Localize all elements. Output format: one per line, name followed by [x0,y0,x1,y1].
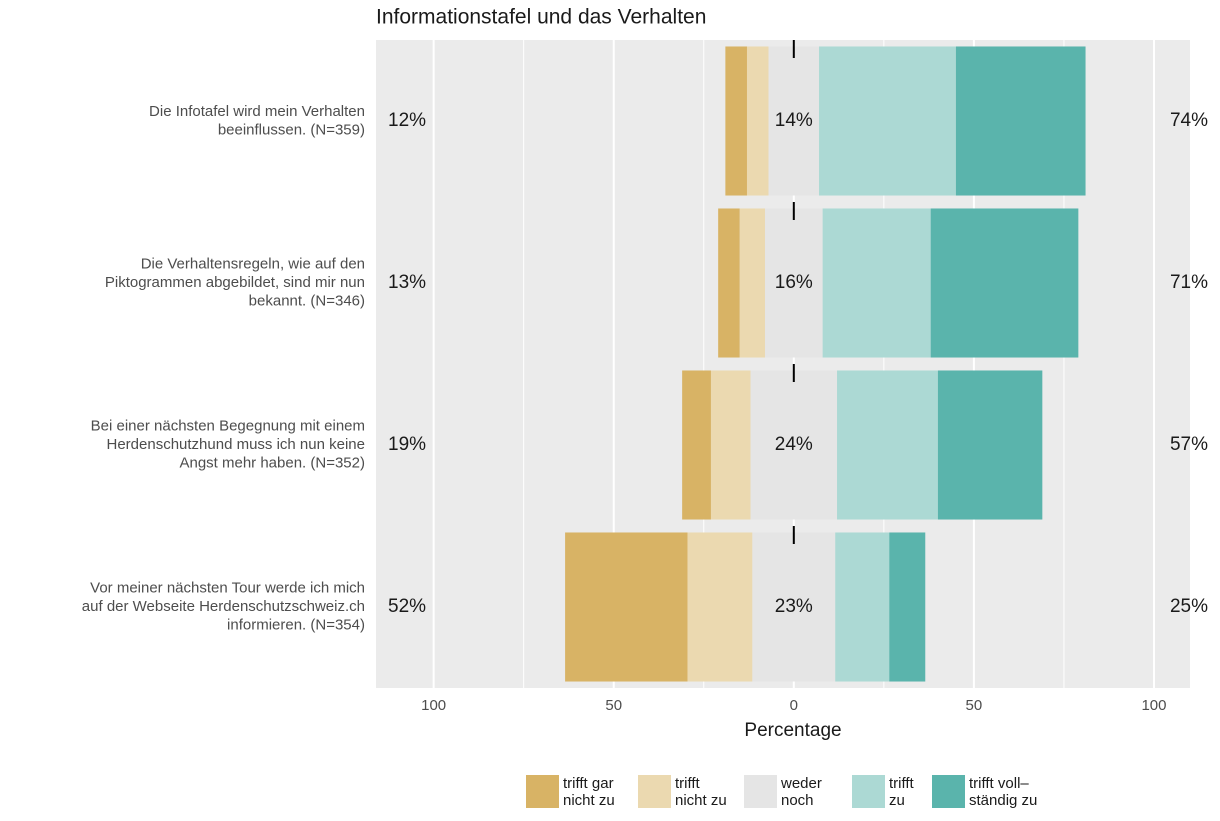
left-total-label: 19% [388,434,426,455]
bar-segment [718,208,740,358]
bar-segment [710,370,751,520]
legend-label: trifft voll– ständig zu [969,775,1037,809]
bar-segment [955,46,1086,196]
category-line: Die Verhaltensregeln, wie auf den [141,255,365,272]
bar-segment [739,208,765,358]
legend-swatch [526,775,559,808]
x-axis-label: Percentage [744,720,841,741]
bar-segment [565,532,688,682]
category-line: beeinflussen. (N=359) [218,121,365,138]
category-line: Angst mehr haben. (N=352) [179,454,365,471]
category-line: bekannt. (N=346) [249,292,365,309]
x-tick-label: 50 [966,697,983,714]
category-label: Die Infotafel wird mein Verhalten beeinfl… [149,103,365,139]
bar-segment [937,370,1043,520]
legend-label: trifft gar nicht zu [563,775,615,809]
bar-segment [682,370,711,520]
category-line: Bei einer nächsten Begegnung mit einem [91,417,365,434]
center-label: 23% [775,596,813,617]
category-line: Piktogrammen abgebildet, sind mir nun [105,274,365,291]
bar-segment [768,46,820,196]
chart-title: Informationstafel und das Verhalten [376,6,706,29]
left-total-label: 12% [388,110,426,131]
bar-segment [752,532,836,682]
right-total-label: 71% [1170,272,1208,293]
legend-label: weder noch [780,775,822,809]
bar-segment [746,46,769,196]
right-total-label: 57% [1170,434,1208,455]
category-label: Bei einer nächsten Begegnung mit einem He… [91,417,365,471]
bar-segment [750,370,838,520]
bar-segment [930,208,1079,358]
legend-swatch [744,775,777,808]
legend-swatch [638,775,671,808]
bar-segment [835,532,890,682]
bar-segment [822,208,931,358]
bar-segment [764,208,823,358]
bar-segment [725,46,747,196]
legend-label: trifft nicht zu [675,775,727,809]
bar-segment [889,532,926,682]
category-label: Die Verhaltensregeln, wie auf den Piktogr… [105,255,365,309]
legend-label: trifft zu [889,775,915,809]
category-line: informieren. (N=354) [227,616,365,633]
category-line: Die Infotafel wird mein Verhalten [149,103,365,120]
legend-swatch [852,775,885,808]
category-label: Vor meiner nächsten Tour werde ich mich a… [82,579,365,633]
x-tick-label: 0 [790,697,798,714]
category-line: Vor meiner nächsten Tour werde ich mich [90,579,365,596]
bar-segment [687,532,753,682]
bar-segment [837,370,938,520]
center-label: 14% [775,110,813,131]
right-total-label: 25% [1170,596,1208,617]
category-line: Herdenschutzhund muss ich nun keine [107,436,366,453]
x-tick-label: 100 [1141,697,1166,714]
left-total-label: 13% [388,272,426,293]
right-total-label: 74% [1170,110,1208,131]
center-label: 24% [775,434,813,455]
x-tick-label: 50 [605,697,622,714]
x-tick-label: 100 [421,697,446,714]
center-label: 16% [775,272,813,293]
bar-segment [819,46,956,196]
left-total-label: 52% [388,596,426,617]
category-line: auf der Webseite Herdenschutzschweiz.ch [82,598,365,615]
legend-swatch [932,775,965,808]
